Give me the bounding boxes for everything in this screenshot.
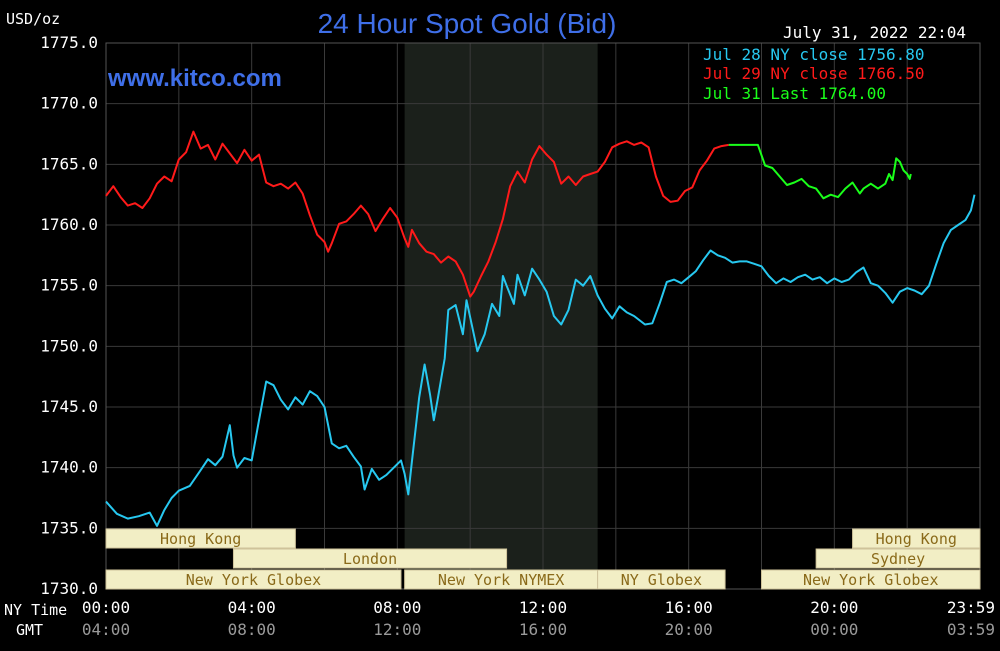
session-bar-fill bbox=[105, 569, 402, 590]
ny-time-tick-label: 12:00 bbox=[519, 598, 567, 617]
ny-time-tick-label: 16:00 bbox=[665, 598, 713, 617]
gmt-tick-label: 00:00 bbox=[810, 620, 858, 639]
session-label: Sydney bbox=[871, 550, 925, 568]
session-label: Hong Kong bbox=[876, 530, 957, 548]
y-tick-label: 1740.0 bbox=[40, 458, 98, 477]
session-bar: Hong Kong bbox=[105, 528, 296, 549]
session-bar: NY Globex bbox=[597, 569, 726, 590]
session-label: Hong Kong bbox=[160, 530, 241, 548]
legend-jul28: Jul 28 NY close 1756.80 bbox=[703, 45, 925, 64]
y-tick-label: 1760.0 bbox=[40, 215, 98, 234]
gmt-tick-label: 04:00 bbox=[82, 620, 130, 639]
session-bar: New York Globex bbox=[761, 569, 981, 590]
session-bar-fill bbox=[852, 528, 981, 549]
gmt-tick-label: 08:00 bbox=[228, 620, 276, 639]
session-label: London bbox=[343, 550, 397, 568]
legend: Jul 28 NY close 1756.80 Jul 29 NY close … bbox=[703, 45, 925, 103]
session-bar-fill bbox=[232, 548, 508, 569]
y-tick-label: 1770.0 bbox=[40, 94, 98, 113]
session-bar: Sydney bbox=[815, 548, 981, 569]
series-jul29-line bbox=[105, 130, 729, 298]
ny-time-tick-label: 23:59 bbox=[947, 598, 995, 617]
unit-label: USD/oz bbox=[6, 10, 60, 28]
session-bar: New York Globex bbox=[105, 569, 402, 590]
y-tick-label: 1730.0 bbox=[40, 579, 98, 598]
x-axis-tick-labels: 00:00 04:00 08:00 12:00 16:00 20:00 23:59 04:00… bbox=[82, 598, 995, 639]
legend-jul29: Jul 29 NY close 1766.50 bbox=[703, 64, 925, 83]
y-tick-label: 1775.0 bbox=[40, 33, 98, 52]
session-bar: London bbox=[232, 548, 508, 569]
gmt-tick-label: 12:00 bbox=[373, 620, 421, 639]
session-label: NY Globex bbox=[621, 571, 702, 589]
nymex-shaded-region bbox=[404, 43, 598, 589]
ny-time-tick-label: 08:00 bbox=[373, 598, 421, 617]
series-jul28-line bbox=[105, 194, 976, 527]
y-tick-label: 1765.0 bbox=[40, 154, 98, 173]
session-bar-fill bbox=[815, 548, 981, 569]
price-series bbox=[105, 130, 976, 527]
y-tick-label: 1755.0 bbox=[40, 276, 98, 295]
gmt-tick-label: 20:00 bbox=[665, 620, 713, 639]
gmt-tick-label: 03:59 bbox=[947, 620, 995, 639]
ny-time-tick-label: 04:00 bbox=[228, 598, 276, 617]
shaded-region bbox=[404, 43, 598, 589]
ny-time-tick-label: 00:00 bbox=[82, 598, 130, 617]
gmt-axis-label: GMT bbox=[16, 621, 43, 639]
chart-title: 24 Hour Spot Gold (Bid) bbox=[318, 8, 617, 39]
session-bar-fill bbox=[597, 569, 726, 590]
y-tick-label: 1745.0 bbox=[40, 397, 98, 416]
series-jul31-line bbox=[728, 143, 912, 200]
ny-time-tick-label: 20:00 bbox=[810, 598, 858, 617]
ny-time-axis-label: NY Time bbox=[4, 601, 67, 619]
session-label: New York NYMEX bbox=[438, 571, 564, 589]
watermark-url: www.kitco.com bbox=[107, 65, 282, 92]
gmt-tick-label: 16:00 bbox=[519, 620, 567, 639]
legend-jul31: Jul 31 Last 1764.00 bbox=[703, 84, 886, 103]
session-bar: Hong Kong bbox=[852, 528, 981, 549]
timestamp: July 31, 2022 22:04 bbox=[783, 23, 966, 42]
session-bar-fill bbox=[105, 528, 296, 549]
session-bar-fill bbox=[761, 569, 981, 590]
session-bar: New York NYMEX bbox=[404, 569, 599, 590]
y-axis-tick-labels: 1775.0 1770.0 1765.0 1760.0 1755.0 1750.0 1745… bbox=[40, 33, 98, 598]
session-label: New York Globex bbox=[803, 571, 938, 589]
y-tick-label: 1750.0 bbox=[40, 336, 98, 355]
trading-sessions: Hong Kong London New York Globex New York N… bbox=[105, 528, 981, 590]
y-tick-label: 1735.0 bbox=[40, 518, 98, 537]
session-label: New York Globex bbox=[186, 571, 321, 589]
